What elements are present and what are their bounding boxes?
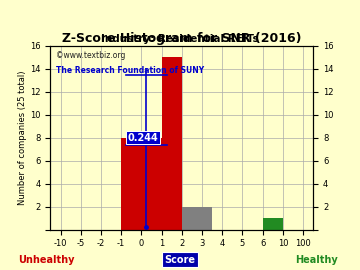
Y-axis label: Number of companies (25 total): Number of companies (25 total) — [18, 70, 27, 205]
Text: The Research Foundation of SUNY: The Research Foundation of SUNY — [56, 66, 204, 75]
Bar — [182, 207, 212, 230]
Text: ©www.textbiz.org: ©www.textbiz.org — [56, 51, 125, 60]
Text: Industry: Residential REITs: Industry: Residential REITs — [101, 34, 259, 44]
Bar — [263, 218, 283, 230]
Text: Score: Score — [165, 255, 195, 265]
Text: Unhealthy: Unhealthy — [19, 255, 75, 265]
Title: Z-Score Histogram for SNR (2016): Z-Score Histogram for SNR (2016) — [62, 32, 302, 45]
Text: 0.244: 0.244 — [128, 133, 159, 143]
Text: Healthy: Healthy — [296, 255, 338, 265]
Bar — [121, 138, 162, 230]
Bar — [162, 58, 182, 230]
